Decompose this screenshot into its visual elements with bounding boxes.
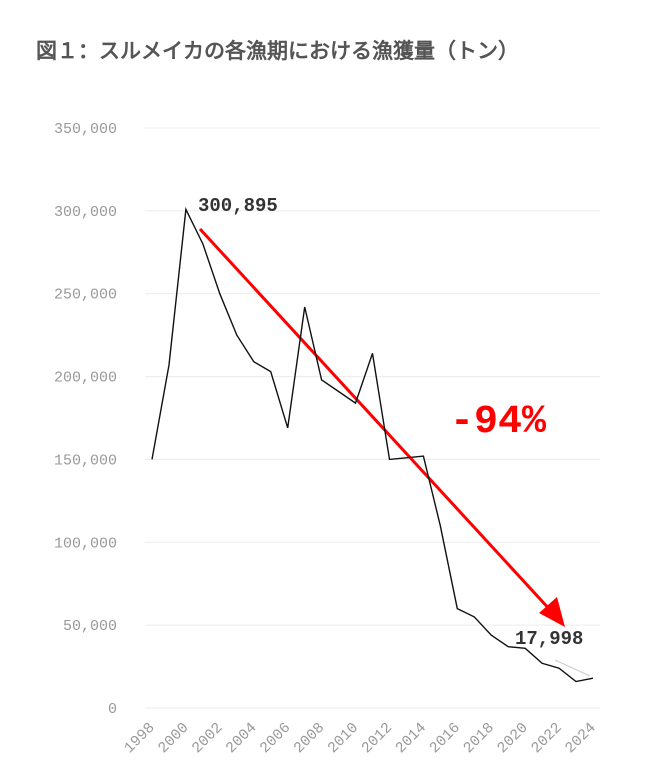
x-tick-label: 2008 xyxy=(291,720,328,757)
x-tick-label: 2018 xyxy=(460,720,497,757)
y-tick-label: 300,000 xyxy=(54,204,117,221)
y-tick-label: 100,000 xyxy=(54,535,117,552)
peak-label: 300,895 xyxy=(198,195,278,217)
y-tick-label: 250,000 xyxy=(54,287,117,304)
x-tick-label: 2016 xyxy=(426,720,463,757)
x-tick-label: 2000 xyxy=(155,720,192,757)
x-tick-label: 2010 xyxy=(325,720,362,757)
arrow-head xyxy=(539,597,565,627)
x-tick-label: 2012 xyxy=(359,720,396,757)
chart-title: 図１：スルメイカの各漁期における漁獲量（トン） xyxy=(36,39,519,63)
trend-arrow xyxy=(198,227,565,627)
x-tick-label: 2024 xyxy=(562,720,599,757)
x-tick-label: 2004 xyxy=(223,720,260,757)
y-tick-label: 350,000 xyxy=(54,121,117,138)
last-label: 17,998 xyxy=(515,628,583,650)
x-tick-label: 2022 xyxy=(528,720,565,757)
leader-line xyxy=(554,659,591,677)
data-line xyxy=(151,206,594,683)
y-tick-label: 200,000 xyxy=(54,370,117,387)
change-label: -94% xyxy=(450,400,547,445)
x-tick-label: 2014 xyxy=(392,720,429,757)
x-tick-label: 2002 xyxy=(189,720,226,757)
y-tick-label: 150,000 xyxy=(54,452,117,469)
y-tick-label: 0 xyxy=(108,701,117,718)
x-tick-label: 2006 xyxy=(257,720,294,757)
x-tick-label: 1998 xyxy=(121,720,158,757)
x-tick-label: 2020 xyxy=(494,720,531,757)
y-tick-label: 50,000 xyxy=(63,618,117,635)
arrow-shaft xyxy=(198,227,554,614)
